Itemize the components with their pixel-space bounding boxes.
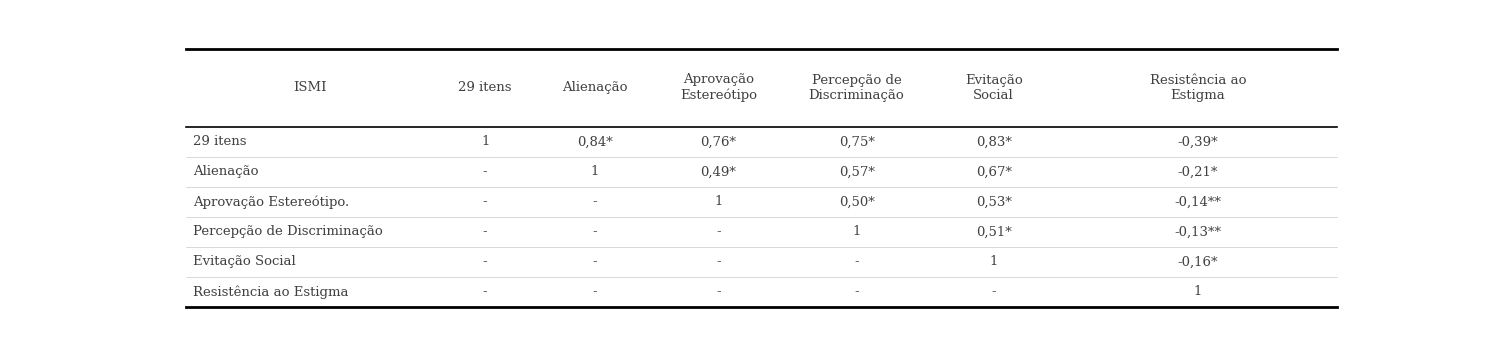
Text: 1: 1 (1193, 285, 1202, 298)
Text: -: - (716, 285, 721, 298)
Text: -: - (991, 285, 996, 298)
Text: -0,16*: -0,16* (1178, 255, 1219, 268)
Text: Aprovação Estereótipo.: Aprovação Estereótipo. (193, 195, 349, 208)
Text: -: - (483, 195, 487, 208)
Text: -: - (483, 285, 487, 298)
Text: 0,49*: 0,49* (700, 165, 737, 178)
Text: -: - (483, 255, 487, 268)
Text: 0,51*: 0,51* (976, 225, 1012, 238)
Text: Aprovação
Estereótipo: Aprovação Estereótipo (681, 73, 756, 102)
Text: -: - (593, 225, 597, 238)
Text: -: - (854, 285, 859, 298)
Text: -: - (854, 255, 859, 268)
Text: -0,21*: -0,21* (1178, 165, 1219, 178)
Text: 0,76*: 0,76* (700, 135, 737, 148)
Text: 0,84*: 0,84* (577, 135, 612, 148)
Text: 1: 1 (715, 195, 722, 208)
Text: 1: 1 (990, 255, 997, 268)
Text: Alienação: Alienação (562, 81, 627, 94)
Text: Evitação Social: Evitação Social (193, 255, 296, 268)
Text: 1: 1 (481, 135, 489, 148)
Text: 0,83*: 0,83* (976, 135, 1012, 148)
Text: -0,13**: -0,13** (1174, 225, 1221, 238)
Text: 0,57*: 0,57* (838, 165, 875, 178)
Text: -: - (716, 255, 721, 268)
Text: Percepção de Discriminação: Percepção de Discriminação (193, 225, 382, 238)
Text: Resistência ao
Estigma: Resistência ao Estigma (1150, 74, 1247, 102)
Text: 29 itens: 29 itens (458, 81, 513, 94)
Text: -: - (593, 285, 597, 298)
Text: -: - (593, 195, 597, 208)
Text: ISMI: ISMI (293, 81, 327, 94)
Text: Resistência ao Estigma: Resistência ao Estigma (193, 285, 348, 299)
Text: 29 itens: 29 itens (193, 135, 247, 148)
Text: -: - (483, 225, 487, 238)
Text: -: - (716, 225, 721, 238)
Text: -0,39*: -0,39* (1178, 135, 1219, 148)
Text: Percepção de
Discriminação: Percepção de Discriminação (808, 74, 905, 102)
Text: -: - (483, 165, 487, 178)
Text: Alienação: Alienação (193, 165, 259, 178)
Text: -: - (593, 255, 597, 268)
Text: 0,67*: 0,67* (976, 165, 1012, 178)
Text: 1: 1 (853, 225, 860, 238)
Text: 1: 1 (590, 165, 599, 178)
Text: 0,75*: 0,75* (838, 135, 875, 148)
Text: -0,14**: -0,14** (1174, 195, 1221, 208)
Text: 0,53*: 0,53* (976, 195, 1012, 208)
Text: Evitação
Social: Evitação Social (964, 74, 1022, 102)
Text: 0,50*: 0,50* (838, 195, 874, 208)
